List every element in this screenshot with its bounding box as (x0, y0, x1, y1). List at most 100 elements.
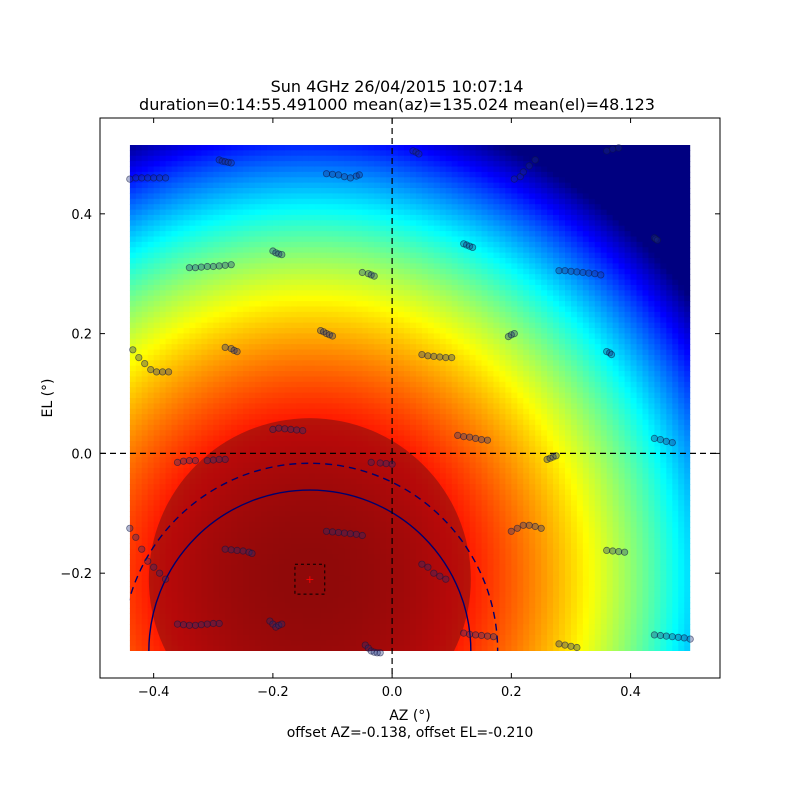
heatmap-cell (308, 241, 316, 248)
heatmap-cell (314, 376, 322, 383)
heatmap-cell (135, 198, 143, 205)
heatmap-cell (368, 274, 375, 281)
heatmap-cell (326, 220, 334, 227)
heatmap-cell (415, 214, 423, 221)
heatmap-cell (129, 198, 137, 205)
heatmap-cell (368, 311, 375, 318)
heatmap-cell (296, 225, 304, 232)
heatmap-cell (439, 435, 447, 442)
heatmap-cell (410, 435, 417, 442)
heatmap-cell (398, 258, 405, 264)
heatmap-cell (296, 387, 304, 394)
heatmap-cell (427, 236, 435, 243)
heatmap-cell (231, 317, 238, 324)
heatmap-cell (392, 177, 399, 184)
heatmap-cell (415, 365, 423, 372)
heatmap-cell (332, 376, 340, 383)
heatmap-cell (177, 414, 185, 421)
heatmap-cell (153, 182, 161, 189)
heatmap-cell (326, 279, 334, 286)
heatmap-cell (207, 279, 214, 286)
heatmap-cell (320, 387, 328, 394)
heatmap-cell (404, 220, 411, 227)
heatmap-cell (380, 279, 387, 286)
heatmap-cell (213, 419, 220, 426)
heatmap-cell (147, 344, 155, 351)
heatmap-cell (386, 430, 393, 437)
heatmap-cell (326, 236, 334, 243)
heatmap-cell (141, 182, 149, 189)
heatmap-cell (165, 171, 173, 178)
heatmap-cell (177, 478, 185, 485)
heatmap-cell (308, 161, 316, 168)
heatmap-cell (266, 166, 274, 173)
heatmap-cell (255, 360, 262, 367)
heatmap-cell (392, 365, 399, 372)
heatmap-cell (243, 387, 250, 394)
heatmap-cell (129, 376, 137, 383)
heatmap-cell (147, 311, 155, 318)
heatmap-cell (392, 258, 399, 264)
heatmap-cell (171, 155, 179, 162)
heatmap-cell (374, 328, 381, 334)
heatmap-cell (398, 435, 405, 442)
heatmap-cell (380, 188, 387, 194)
heatmap-cell (129, 537, 137, 544)
heatmap-cell (183, 284, 191, 291)
heatmap-cell (243, 349, 250, 356)
heatmap-cell (183, 354, 191, 361)
heatmap-cell (213, 349, 220, 356)
heatmap-cell (398, 177, 405, 184)
heatmap-cell (410, 166, 417, 173)
heatmap-cell (135, 473, 143, 480)
heatmap-cell (290, 198, 298, 205)
heatmap-cell (171, 161, 179, 168)
heatmap-cell (332, 214, 340, 221)
heatmap-cell (332, 247, 340, 254)
heatmap-cell (320, 182, 328, 189)
heatmap-cell (362, 371, 369, 378)
heatmap-cell (260, 220, 268, 227)
heatmap-cell (410, 171, 417, 178)
heatmap-cell (219, 177, 226, 184)
heatmap-cell (183, 252, 191, 259)
heatmap-cell (189, 344, 196, 351)
heatmap-cell (427, 376, 435, 383)
heatmap-cell (302, 241, 310, 248)
heatmap-cell (332, 403, 340, 410)
heatmap-cell (153, 155, 161, 162)
heatmap-cell (386, 231, 393, 238)
heatmap-cell (374, 144, 381, 151)
heatmap-cell (189, 338, 196, 345)
heatmap-cell (129, 473, 137, 480)
heatmap-cell (159, 204, 167, 211)
heatmap-cell (141, 306, 149, 313)
heatmap-cell (207, 333, 214, 340)
heatmap-cell (272, 274, 280, 281)
heatmap-cell (189, 204, 196, 211)
heatmap-cell (320, 177, 328, 184)
heatmap-cell (433, 430, 441, 437)
heatmap-cell (380, 209, 387, 216)
heatmap-cell (249, 144, 256, 151)
heatmap-cell (284, 371, 292, 378)
heatmap-cell (344, 150, 351, 157)
heatmap-cell (255, 311, 262, 318)
heatmap-cell (350, 376, 357, 383)
heatmap-cell (410, 214, 417, 221)
heatmap-cell (260, 204, 268, 211)
heatmap-cell (159, 494, 167, 501)
heatmap-cell (147, 381, 155, 388)
heatmap-cell (266, 161, 274, 168)
heatmap-cell (427, 322, 435, 329)
heatmap-cell (177, 392, 185, 399)
heatmap-cell (183, 166, 191, 173)
heatmap-cell (296, 209, 304, 216)
heatmap-cell (183, 441, 191, 448)
heatmap-cell (207, 311, 214, 318)
heatmap-cell (213, 220, 220, 227)
heatmap-cell (129, 640, 137, 647)
heatmap-cell (284, 236, 292, 243)
heatmap-cell (410, 290, 417, 297)
heatmap-cell (410, 398, 417, 404)
